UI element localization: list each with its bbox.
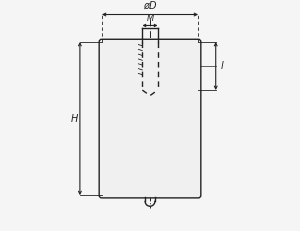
Text: M: M <box>146 14 154 23</box>
Text: l: l <box>220 61 223 71</box>
Text: H: H <box>71 114 78 124</box>
Text: øD: øD <box>143 0 157 11</box>
FancyBboxPatch shape <box>99 39 201 198</box>
